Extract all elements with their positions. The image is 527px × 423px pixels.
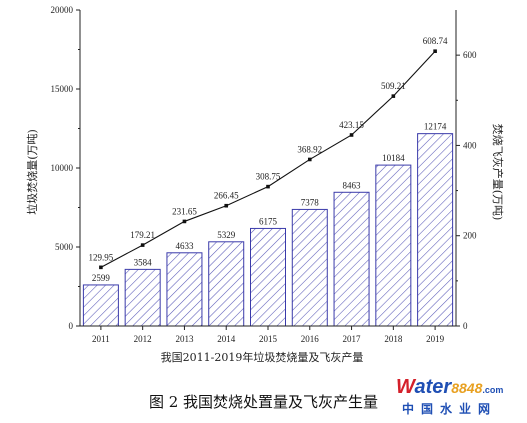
x-tick-label: 2013 [175,334,194,344]
line-point [433,49,437,53]
right-y-axis-title: 焚烧飞灰产量(万吨) [491,124,505,221]
x-tick-label: 2012 [134,334,152,344]
watermark-logo: Water8848.com 中国水业网 [392,376,522,420]
line-layer: 129.95 179.21 231.65 266.45 308.75 368.92 423.… [89,36,448,270]
chart: 2599 3584 4633 5329 6175 7378 8463 10184 12174 1… [25,5,505,364]
line-value-label: 423.15 [339,120,364,130]
bar-value-label: 4633 [175,241,194,251]
x-tick-label: 2014 [217,334,236,344]
x-tick-label: 2019 [426,334,445,344]
x-tick-label: 2018 [384,334,403,344]
line-point [266,184,270,189]
right-tick-label: 0 [463,321,468,331]
right-tick-label: 200 [463,231,477,241]
x-axis-title: 我国2011-2019年垃圾焚烧量及飞灰产量 [161,350,364,364]
left-tick-label: 15000 [51,84,74,94]
axes-layer: 0 5000 10000 15000 20000 0 200 400 600 2011 2012 20… [51,5,478,344]
line-value-label: 509.21 [381,81,406,91]
line-point [391,94,396,98]
x-tick-label: 2017 [343,334,362,344]
line-point [182,219,187,224]
right-tick-label: 600 [463,50,477,60]
bar-value-label: 3584 [134,257,153,267]
line-value-label: 308.75 [256,172,281,182]
line-point [140,243,145,247]
bar-2018 [375,164,412,327]
x-tick-label: 2011 [92,334,110,344]
bar-2012 [124,268,161,327]
line-point [349,133,354,137]
bar-value-label: 8463 [343,180,362,190]
line-point [224,203,229,208]
figure-caption: 图 2 我国焚烧处置量及飞灰产生量 [148,393,379,411]
left-tick-label: 10000 [51,163,74,173]
bars-layer [82,133,454,327]
watermark-subtitle: 中国水业网 [402,402,498,416]
line-value-label: 368.92 [297,144,322,154]
bar-2016 [291,208,328,327]
bar-2011 [82,284,119,327]
left-tick-label: 5000 [55,242,74,252]
watermark-brand: Water8848.com [396,376,504,398]
x-tick-label: 2016 [301,334,320,344]
bar-value-label: 10184 [382,153,405,163]
line-value-label: 266.45 [214,191,239,201]
bar-value-label: 2599 [92,273,111,283]
bar-2015 [250,227,286,327]
bar-2019 [417,133,454,327]
line-value-label: 231.65 [172,206,197,216]
bar-value-label: 7378 [301,197,320,207]
bar-value-label: 6175 [259,216,278,226]
line-value-label: 179.21 [130,230,155,240]
line-value-label: 129.95 [89,252,114,262]
bar-value-label: 5329 [217,230,236,240]
bar-2013 [166,252,203,327]
bar-2017 [333,191,370,327]
left-y-axis-title: 垃圾焚烧量(万吨) [25,129,39,215]
left-tick-label: 0 [69,321,74,331]
x-tick-label: 2015 [259,334,278,344]
left-tick-label: 20000 [51,5,74,15]
right-tick-label: 400 [463,140,477,150]
line-value-label: 608.74 [423,36,448,46]
bar-labels-layer: 2599 3584 4633 5329 6175 7378 8463 10184 12174 [92,122,447,283]
line-point [99,265,103,270]
bar-2014 [208,241,245,327]
bar-value-label: 12174 [424,122,447,132]
line-point [307,157,312,162]
